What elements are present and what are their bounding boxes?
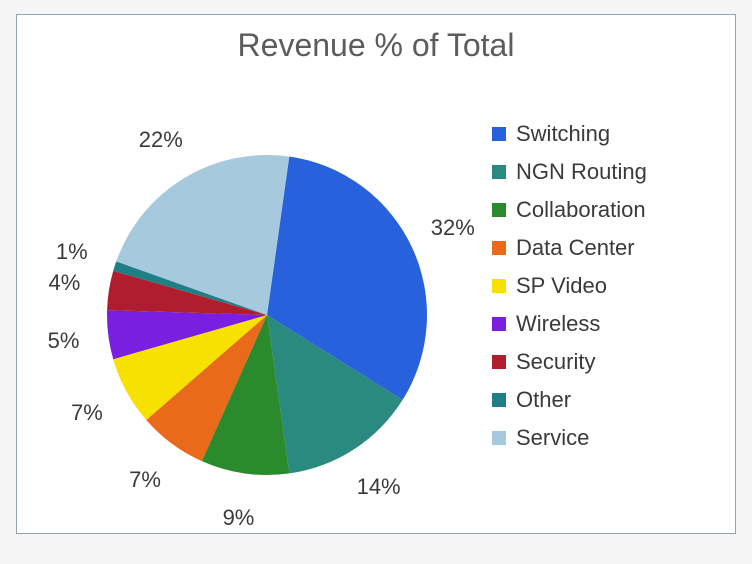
slice-label: 14% — [357, 474, 401, 500]
legend-swatch — [492, 241, 506, 255]
slice-label: 7% — [129, 467, 161, 493]
legend-item: Switching — [492, 115, 722, 153]
legend-item: Security — [492, 343, 722, 381]
legend-swatch — [492, 355, 506, 369]
legend-label: Wireless — [516, 311, 600, 337]
legend-swatch — [492, 317, 506, 331]
legend-label: Other — [516, 387, 571, 413]
legend: Switching NGN Routing Collaboration Data Ce… — [492, 115, 722, 457]
legend-swatch — [492, 431, 506, 445]
legend-swatch — [492, 279, 506, 293]
legend-label: SP Video — [516, 273, 607, 299]
legend-label: Collaboration — [516, 197, 646, 223]
legend-label: Data Center — [516, 235, 635, 261]
slice-label: 22% — [139, 127, 183, 153]
slice-label: 7% — [71, 400, 103, 426]
legend-label: NGN Routing — [516, 159, 647, 185]
chart-panel: Revenue % of Total 32% 14% 9% 7% 7% 5% 4% 1% 22%… — [16, 14, 736, 534]
legend-item: Data Center — [492, 229, 722, 267]
legend-item: Other — [492, 381, 722, 419]
legend-swatch — [492, 393, 506, 407]
pie-chart: 32%14%9%7%7%5%4%1%22% — [17, 85, 477, 525]
slice-label: 4% — [49, 270, 81, 296]
slice-label: 1% — [56, 239, 88, 265]
chart-title: Revenue % of Total — [17, 27, 735, 64]
legend-swatch — [492, 127, 506, 141]
legend-label: Security — [516, 349, 595, 375]
legend-item: Wireless — [492, 305, 722, 343]
legend-label: Service — [516, 425, 589, 451]
legend-item: SP Video — [492, 267, 722, 305]
legend-item: Collaboration — [492, 191, 722, 229]
legend-swatch — [492, 203, 506, 217]
legend-item: Service — [492, 419, 722, 457]
slice-label: 9% — [223, 505, 255, 531]
legend-item: NGN Routing — [492, 153, 722, 191]
slice-label: 32% — [431, 215, 475, 241]
slice-label: 5% — [48, 328, 80, 354]
legend-swatch — [492, 165, 506, 179]
legend-label: Switching — [516, 121, 610, 147]
